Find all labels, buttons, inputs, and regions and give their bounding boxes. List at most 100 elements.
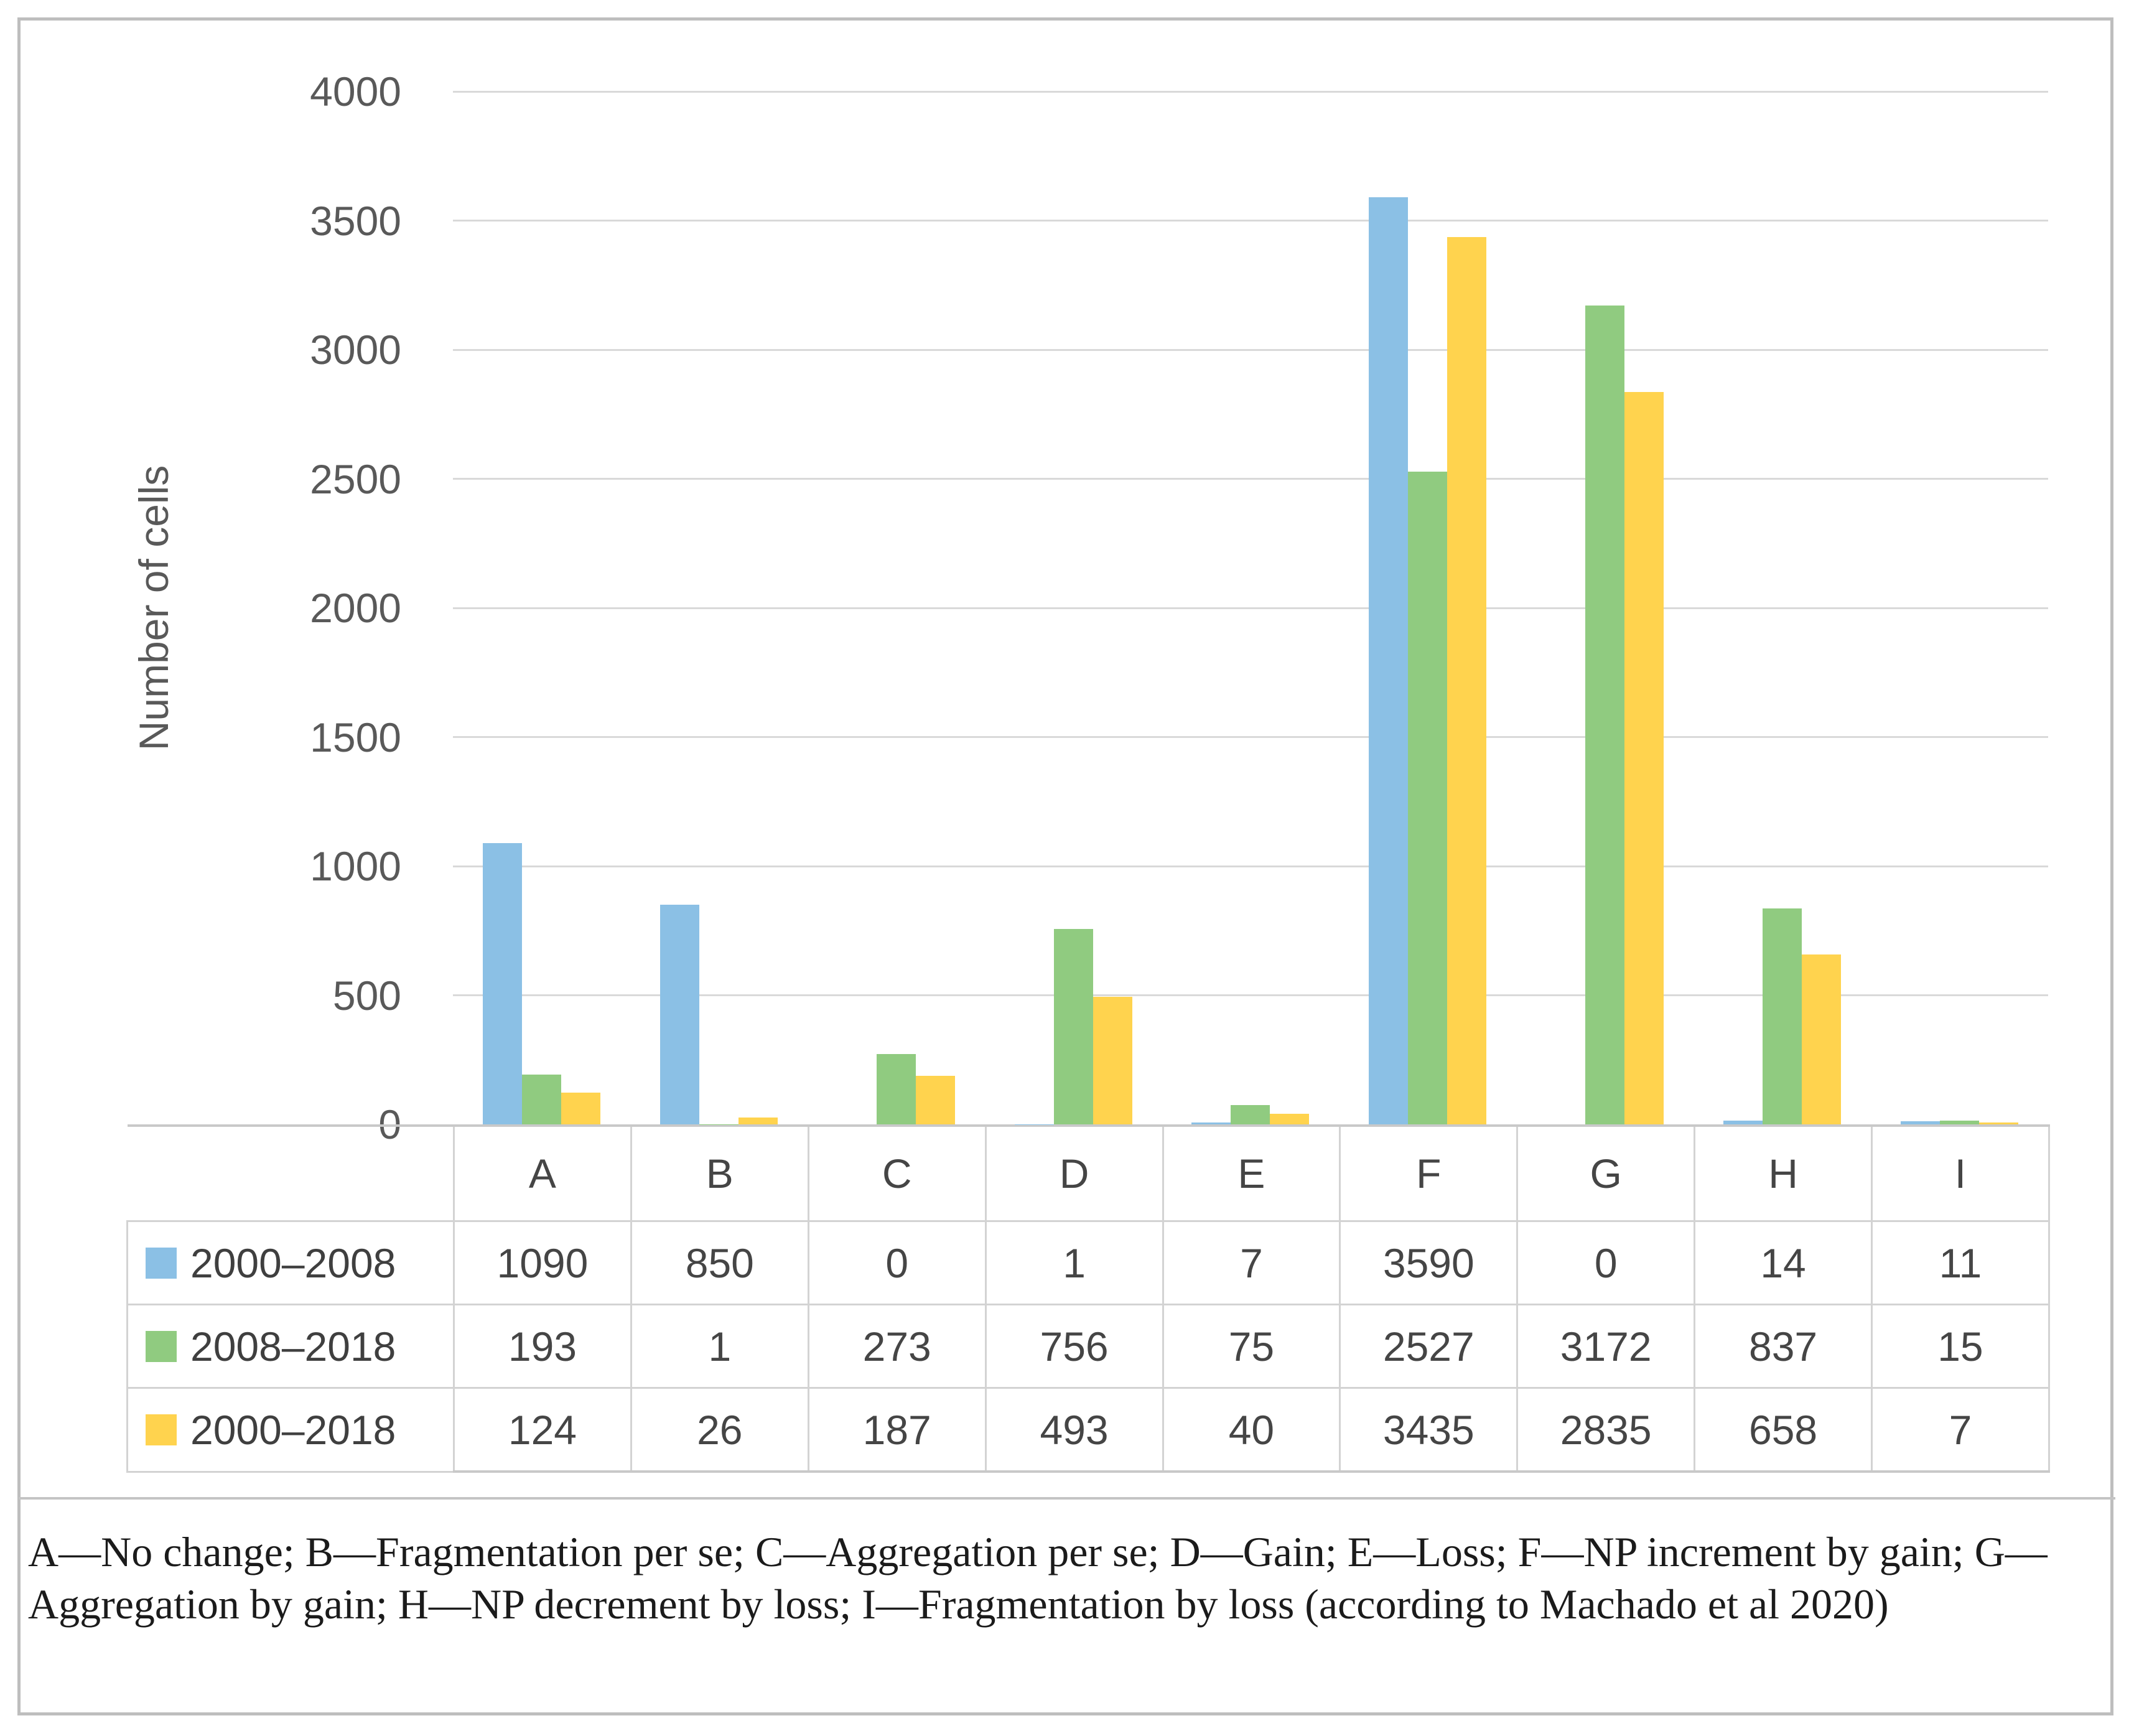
value-cell: 1090 bbox=[453, 1220, 632, 1305]
gridline bbox=[453, 607, 2048, 609]
gridline bbox=[453, 220, 2048, 222]
value-cell: 658 bbox=[1694, 1387, 1873, 1473]
bar-group-I bbox=[1871, 91, 2048, 1124]
value-cell: 2527 bbox=[1339, 1304, 1519, 1389]
value-cell: 7 bbox=[1162, 1220, 1341, 1305]
value-cell: 2835 bbox=[1516, 1387, 1696, 1473]
bar bbox=[1270, 1114, 1310, 1124]
value-cell: 493 bbox=[984, 1387, 1164, 1473]
bar bbox=[1901, 1121, 1941, 1124]
bar bbox=[1408, 472, 1448, 1124]
caption-text: A—No change; B—Fragmentation per se; C—A… bbox=[28, 1528, 2048, 1628]
category-header-cell: B bbox=[630, 1124, 809, 1222]
y-axis-title: Number of cells bbox=[131, 465, 177, 751]
value-cell: 0 bbox=[807, 1220, 987, 1305]
category-header-cell: F bbox=[1339, 1124, 1519, 1222]
bar bbox=[1723, 1121, 1763, 1124]
bar bbox=[1053, 929, 1093, 1124]
value-cell: 0 bbox=[1516, 1220, 1696, 1305]
gridline bbox=[453, 994, 2048, 996]
legend-cell: 2000–2008 bbox=[128, 1239, 453, 1287]
gridline bbox=[453, 348, 2048, 351]
y-tick-label: 500 bbox=[332, 972, 401, 1019]
value-cell: 124 bbox=[453, 1387, 632, 1473]
y-tick-label: 2500 bbox=[310, 455, 401, 502]
value-cell: 3172 bbox=[1516, 1304, 1696, 1389]
y-tick-label: 1000 bbox=[310, 843, 401, 889]
legend-swatch bbox=[146, 1330, 177, 1362]
bar bbox=[1624, 392, 1664, 1124]
category-header-cell: A bbox=[453, 1124, 632, 1222]
bar bbox=[1191, 1122, 1231, 1124]
gridline bbox=[453, 736, 2048, 738]
bar-group-E bbox=[1162, 91, 1340, 1124]
bar bbox=[1231, 1104, 1270, 1124]
legend-swatch bbox=[146, 1247, 177, 1279]
category-header-cell: G bbox=[1516, 1124, 1696, 1222]
plot-area bbox=[453, 90, 2048, 1124]
legend-cell: 2008–2018 bbox=[128, 1323, 453, 1370]
bar-group-F bbox=[1339, 91, 1516, 1124]
value-cell: 1 bbox=[984, 1220, 1164, 1305]
y-tick-label: 1500 bbox=[310, 714, 401, 760]
bar-group-G bbox=[1516, 91, 1694, 1124]
category-header-cell: C bbox=[807, 1124, 987, 1222]
table-row: 2000–2018 124 26 187 493 40 3435 2835 658 7 bbox=[126, 1387, 2050, 1473]
bar bbox=[521, 1074, 561, 1124]
bar-group-D bbox=[985, 91, 1162, 1124]
bar bbox=[1447, 237, 1487, 1124]
category-header-cell: E bbox=[1162, 1124, 1341, 1222]
y-tick-label: 3500 bbox=[310, 197, 401, 244]
category-header-cell: D bbox=[984, 1124, 1164, 1222]
bar bbox=[1979, 1122, 2019, 1124]
legend-label: 2000–2008 bbox=[190, 1239, 396, 1286]
value-cell: 756 bbox=[984, 1304, 1164, 1389]
legend-cell: 2000–2018 bbox=[128, 1406, 453, 1454]
bar bbox=[876, 1053, 916, 1124]
bar bbox=[915, 1076, 955, 1124]
legend-label: 2008–2018 bbox=[190, 1323, 396, 1370]
value-cell: 14 bbox=[1694, 1220, 1873, 1305]
value-cell: 11 bbox=[1871, 1220, 2050, 1305]
bar bbox=[659, 905, 699, 1124]
value-cell: 40 bbox=[1162, 1387, 1341, 1473]
value-cell: 3590 bbox=[1339, 1220, 1519, 1305]
value-cell: 193 bbox=[453, 1304, 632, 1389]
category-header-cell: H bbox=[1694, 1124, 1873, 1222]
table-corner-cell bbox=[127, 1124, 454, 1221]
bar bbox=[1802, 954, 1842, 1124]
bar bbox=[1940, 1120, 1980, 1124]
y-tick-label: 2000 bbox=[310, 585, 401, 631]
value-cell: 273 bbox=[807, 1304, 987, 1389]
value-cell: 837 bbox=[1694, 1304, 1873, 1389]
bar-group-C bbox=[808, 91, 985, 1124]
bar-group-B bbox=[630, 91, 808, 1124]
value-cell: 75 bbox=[1162, 1304, 1341, 1389]
data-table: A B C D E F G H I 2000–2008 1090 850 0 1 7 3590 0 14 11 200… bbox=[126, 1124, 2050, 1473]
gridline bbox=[453, 865, 2048, 867]
bar bbox=[738, 1118, 778, 1124]
bar-group-A bbox=[453, 91, 630, 1124]
value-cell: 1 bbox=[630, 1304, 809, 1389]
value-cell: 7 bbox=[1871, 1387, 2050, 1473]
category-header-cell: I bbox=[1871, 1124, 2050, 1222]
value-cell: 187 bbox=[807, 1387, 987, 1473]
bar bbox=[1763, 908, 1802, 1124]
divider-line bbox=[19, 1497, 2115, 1500]
bar bbox=[1369, 197, 1409, 1124]
bar bbox=[1093, 997, 1132, 1124]
legend-label: 2000–2018 bbox=[190, 1406, 396, 1453]
table-row: 2000–2008 1090 850 0 1 7 3590 0 14 11 bbox=[126, 1220, 2050, 1305]
bar bbox=[1585, 305, 1625, 1124]
bar bbox=[561, 1092, 600, 1124]
value-cell: 15 bbox=[1871, 1304, 2050, 1389]
y-tick-label: 4000 bbox=[310, 68, 401, 114]
y-tick-label: 3000 bbox=[310, 327, 401, 373]
legend-swatch bbox=[146, 1414, 177, 1445]
table-row: 2008–2018 193 1 273 756 75 2527 3172 837 15 bbox=[126, 1304, 2050, 1389]
bar-group-H bbox=[1694, 91, 1871, 1124]
bar bbox=[482, 842, 522, 1124]
gridline bbox=[453, 478, 2048, 480]
